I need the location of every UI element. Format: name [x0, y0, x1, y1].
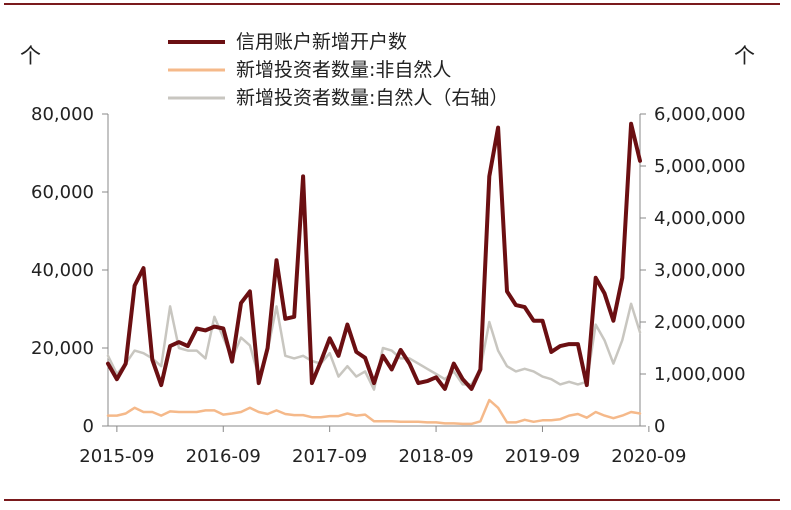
legend-label-natural-investors: 新增投资者数量:自然人（右轴） — [236, 87, 508, 109]
x-axis-ticks: 2015-09 2016-09 2017-09 2018-09 2019-09 2020-… — [79, 426, 686, 467]
legend-label-non-natural-investors: 新增投资者数量:非自然人 — [236, 59, 451, 81]
x-tick-label: 2020-09 — [611, 446, 686, 467]
x-tick-label: 2017-09 — [292, 446, 367, 467]
x-tick-label: 2018-09 — [398, 446, 473, 467]
right-tick-label: 6,000,000 — [654, 104, 746, 125]
series-line-non-natural-investors — [106, 398, 642, 426]
x-tick-label: 2019-09 — [505, 446, 580, 467]
left-axis-unit: 个 — [20, 44, 41, 68]
legend: 信用账户新增开户数 新增投资者数量:非自然人 新增投资者数量:自然人（右轴） — [168, 31, 508, 109]
left-tick-label: 0 — [83, 416, 94, 437]
right-tick-label: 2,000,000 — [654, 312, 746, 333]
series-line-natural-investors — [106, 302, 642, 391]
series-line-credit-accounts — [106, 121, 642, 391]
x-tick-label: 2015-09 — [79, 446, 154, 467]
right-tick-label: 1,000,000 — [654, 364, 746, 385]
right-axis-ticks: 0 1,000,000 2,000,000 3,000,000 4,000,000 5,0… — [640, 104, 746, 437]
left-tick-label: 40,000 — [31, 260, 94, 281]
right-tick-label: 3,000,000 — [654, 260, 746, 281]
legend-label-credit-accounts: 信用账户新增开户数 — [236, 31, 407, 53]
right-tick-label: 0 — [654, 416, 665, 437]
series-layer — [106, 121, 642, 426]
right-axis-unit: 个 — [734, 44, 755, 68]
left-tick-label: 20,000 — [31, 338, 94, 359]
x-tick-label: 2016-09 — [186, 446, 261, 467]
left-tick-label: 80,000 — [31, 104, 94, 125]
right-tick-label: 4,000,000 — [654, 208, 746, 229]
right-tick-label: 5,000,000 — [654, 156, 746, 177]
left-tick-label: 60,000 — [31, 182, 94, 203]
left-axis-ticks: 0 20,000 40,000 60,000 80,000 — [31, 104, 108, 437]
